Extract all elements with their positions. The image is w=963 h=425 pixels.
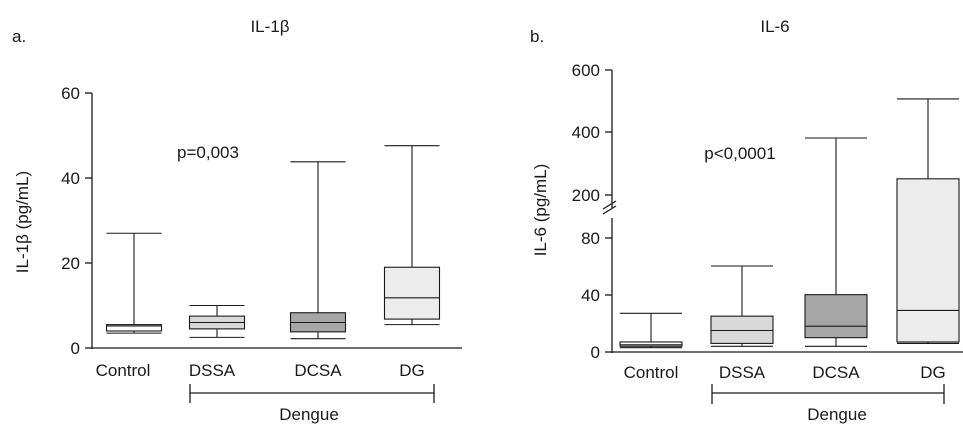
- x-tick-label-control: Control: [624, 363, 679, 382]
- y-tick-label: 0: [591, 343, 600, 362]
- panel-b-title: IL-6: [760, 17, 789, 36]
- y-tick-label: 40: [581, 286, 600, 305]
- box-plot-dg: [896, 98, 960, 344]
- y-tick-label: 60: [61, 84, 80, 103]
- y-tick-label: 400: [572, 123, 600, 142]
- panel-b-y-axis-label: IL-6 (pg/mL): [531, 164, 550, 257]
- group-label: Dengue: [279, 405, 339, 424]
- box-plot-dg: [383, 145, 441, 326]
- box-plot-dcsa: [289, 161, 347, 340]
- box-plot-control: [619, 312, 683, 349]
- iqr-box: [105, 324, 163, 332]
- panel-a-label: a.: [12, 27, 26, 46]
- panel-a-y-axis-label: IL-1β (pg/mL): [13, 171, 32, 273]
- group-label: Dengue: [807, 405, 867, 424]
- y-tick-label: 40: [61, 169, 80, 188]
- x-tick-label-control: Control: [96, 361, 151, 380]
- panel-b-x-tick-labels: Control DSSA DCSA DG: [624, 363, 946, 382]
- x-tick-label-dg: DG: [399, 361, 425, 380]
- y-tick-label: 0: [71, 339, 80, 358]
- panel-b-annotation: p<0,0001: [704, 144, 775, 163]
- y-tick-label: 200: [572, 186, 600, 205]
- x-tick-label-dcsa: DCSA: [294, 361, 342, 380]
- x-tick-label-dcsa: DCSA: [812, 363, 860, 382]
- panel-b: b. IL-6 IL-6 (pg/mL) p<0,0001 0 40 80 20…: [530, 17, 963, 424]
- panel-b-boxes: [619, 98, 960, 349]
- panel-a-group-bracket: Dengue: [189, 384, 435, 424]
- panel-b-group-bracket: Dengue: [711, 384, 945, 424]
- panel-a-x-tick-labels: Control DSSA DCSA DG: [96, 361, 425, 380]
- panel-a-title: IL-1β: [250, 17, 289, 36]
- iqr-box: [804, 294, 868, 339]
- panel-a-annotation: p=0,003: [177, 143, 239, 162]
- iqr-box: [896, 178, 960, 343]
- box-plot-dssa: [188, 304, 246, 338]
- box-plot-dssa: [710, 265, 774, 347]
- x-tick-label-dg: DG: [920, 363, 946, 382]
- axis-break-mark: [602, 200, 617, 215]
- box-plot-control: [105, 232, 163, 334]
- box-plot-dcsa: [804, 137, 868, 347]
- panel-a: a. IL-1β IL-1β (pg/mL) p=0,003 0 20 40 6…: [12, 17, 462, 424]
- y-tick-label: 600: [572, 61, 600, 80]
- y-tick-label: 80: [581, 229, 600, 248]
- panel-a-y-ticks: 0 20 40 60: [61, 84, 92, 358]
- iqr-box: [619, 341, 683, 347]
- x-tick-label-dssa: DSSA: [189, 361, 236, 380]
- x-tick-label-dssa: DSSA: [719, 363, 766, 382]
- iqr-box: [383, 266, 441, 320]
- y-tick-label: 20: [61, 254, 80, 273]
- iqr-box: [710, 315, 774, 344]
- panel-b-label: b.: [530, 27, 544, 46]
- panel-a-boxes: [105, 145, 441, 340]
- panel-b-y-ticks: 0 40 80 200 400 600: [572, 61, 612, 362]
